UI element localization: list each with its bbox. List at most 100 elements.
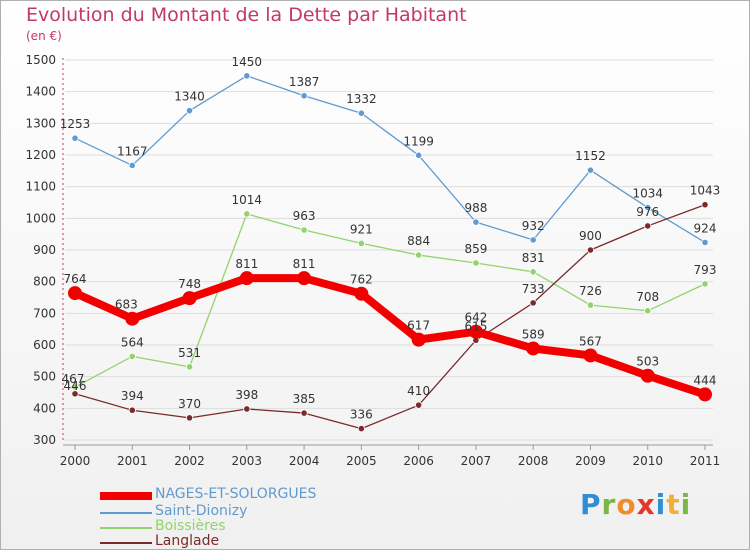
- x-tick-label: 2003: [232, 454, 263, 468]
- y-tick-label: 1500: [25, 53, 56, 67]
- data-point: [182, 291, 197, 306]
- y-tick-label: 1000: [25, 211, 56, 225]
- data-point: [472, 218, 480, 226]
- axes: [62, 58, 713, 450]
- data-point: [701, 201, 709, 209]
- data-label: 531: [178, 346, 201, 360]
- x-tick-label: 2000: [60, 454, 91, 468]
- y-tick-label: 1100: [25, 180, 56, 194]
- legend-swatch-nages: [100, 492, 152, 500]
- data-point: [701, 280, 709, 288]
- data-point: [468, 324, 483, 339]
- y-tick-label: 1300: [25, 116, 56, 130]
- data-point: [239, 271, 254, 286]
- legend-label-boissieres: Boissières: [155, 518, 226, 534]
- data-label: 811: [293, 257, 316, 271]
- data-label: 564: [121, 335, 144, 349]
- x-tick-label: 2002: [174, 454, 205, 468]
- data-label: 963: [293, 209, 316, 223]
- y-tick-label: 300: [33, 433, 56, 447]
- data-point: [125, 311, 140, 326]
- data-point: [357, 239, 365, 247]
- data-label: 859: [464, 242, 487, 256]
- logo-letter: o: [616, 488, 637, 521]
- data-point: [128, 161, 136, 170]
- x-tick-label: 2008: [518, 454, 549, 468]
- logo-letter: x: [636, 488, 656, 521]
- data-point: [297, 271, 312, 286]
- logo-letter: P: [580, 488, 602, 521]
- x-tick-label: 2007: [461, 454, 492, 468]
- data-label: 733: [522, 282, 545, 296]
- data-label: 924: [694, 221, 717, 235]
- data-point: [357, 109, 365, 117]
- data-label: 410: [407, 384, 430, 398]
- legend-swatch-boissieres: [100, 527, 152, 529]
- data-label: 988: [464, 201, 487, 215]
- logo-letter: i: [680, 488, 692, 521]
- data-label: 1340: [174, 90, 205, 104]
- data-point: [71, 134, 79, 142]
- proxiti-logo: Proxiti: [580, 488, 691, 521]
- data-point: [71, 390, 79, 398]
- data-point: [357, 424, 365, 433]
- data-label: 589: [522, 327, 545, 341]
- chart-title: Evolution du Montant de la Dette par Hab…: [26, 4, 467, 26]
- data-point: [644, 222, 652, 230]
- data-label: 764: [64, 272, 87, 286]
- data-label: 444: [694, 373, 717, 387]
- data-point: [243, 405, 251, 413]
- series-line-3: [74, 204, 706, 430]
- data-point: [411, 332, 426, 347]
- series-group: [68, 72, 712, 433]
- data-point: [243, 210, 251, 218]
- data-label: 811: [235, 257, 258, 271]
- x-tick-label: 2009: [575, 454, 606, 468]
- data-point: [185, 414, 194, 422]
- x-tick-label: 2010: [632, 454, 663, 468]
- logo-letter: i: [655, 488, 667, 521]
- data-label: 615: [464, 319, 487, 333]
- data-point: [529, 236, 537, 244]
- legend-label-saint-dionizy: Saint-Dionizy: [155, 503, 248, 519]
- y-tick-label: 600: [33, 338, 56, 352]
- legend-label-nages: NAGES-ET-SOLORGUES: [155, 486, 317, 502]
- data-label: 1253: [60, 117, 91, 131]
- data-point: [415, 151, 423, 159]
- data-label: 726: [579, 284, 602, 298]
- data-label: 446: [64, 379, 87, 393]
- data-point: [529, 268, 537, 276]
- data-label: 617: [407, 319, 430, 333]
- data-point: [354, 286, 369, 301]
- data-label: 567: [579, 334, 602, 348]
- data-label: 748: [178, 277, 201, 291]
- y-tick-label: 1400: [25, 85, 56, 99]
- data-point: [300, 226, 308, 234]
- series-line-2: [74, 213, 706, 388]
- data-label: 932: [522, 219, 545, 233]
- series-line-0: [71, 274, 709, 399]
- data-point: [415, 251, 423, 259]
- logo-letter: r: [601, 488, 617, 521]
- data-label: 762: [350, 273, 373, 287]
- data-label: 1152: [575, 149, 606, 163]
- y-tick-label: 400: [33, 401, 56, 415]
- data-point: [415, 401, 423, 409]
- data-label: 370: [178, 397, 201, 411]
- y-tick-label: 500: [33, 370, 56, 384]
- data-point: [128, 352, 136, 360]
- x-tick-labels: 2000 2001 2002 2003 2004 2005 2006 2007 2008 2009…: [60, 454, 721, 468]
- data-label: 503: [636, 355, 659, 369]
- data-point: [644, 203, 652, 212]
- data-point: [701, 238, 709, 246]
- data-labels: 1253 1167 1340 1450 1387 1332 1199 988 932 1152 10…: [60, 55, 721, 422]
- data-point: [586, 301, 595, 309]
- data-label: 1167: [117, 144, 148, 158]
- data-label: 385: [293, 392, 316, 406]
- data-label: 398: [235, 388, 258, 402]
- y-tick-label: 700: [33, 306, 56, 320]
- x-tick-label: 2011: [690, 454, 721, 468]
- grid-lines: [65, 59, 713, 441]
- data-label: 683: [115, 298, 138, 312]
- y-tick-label: 800: [33, 275, 56, 289]
